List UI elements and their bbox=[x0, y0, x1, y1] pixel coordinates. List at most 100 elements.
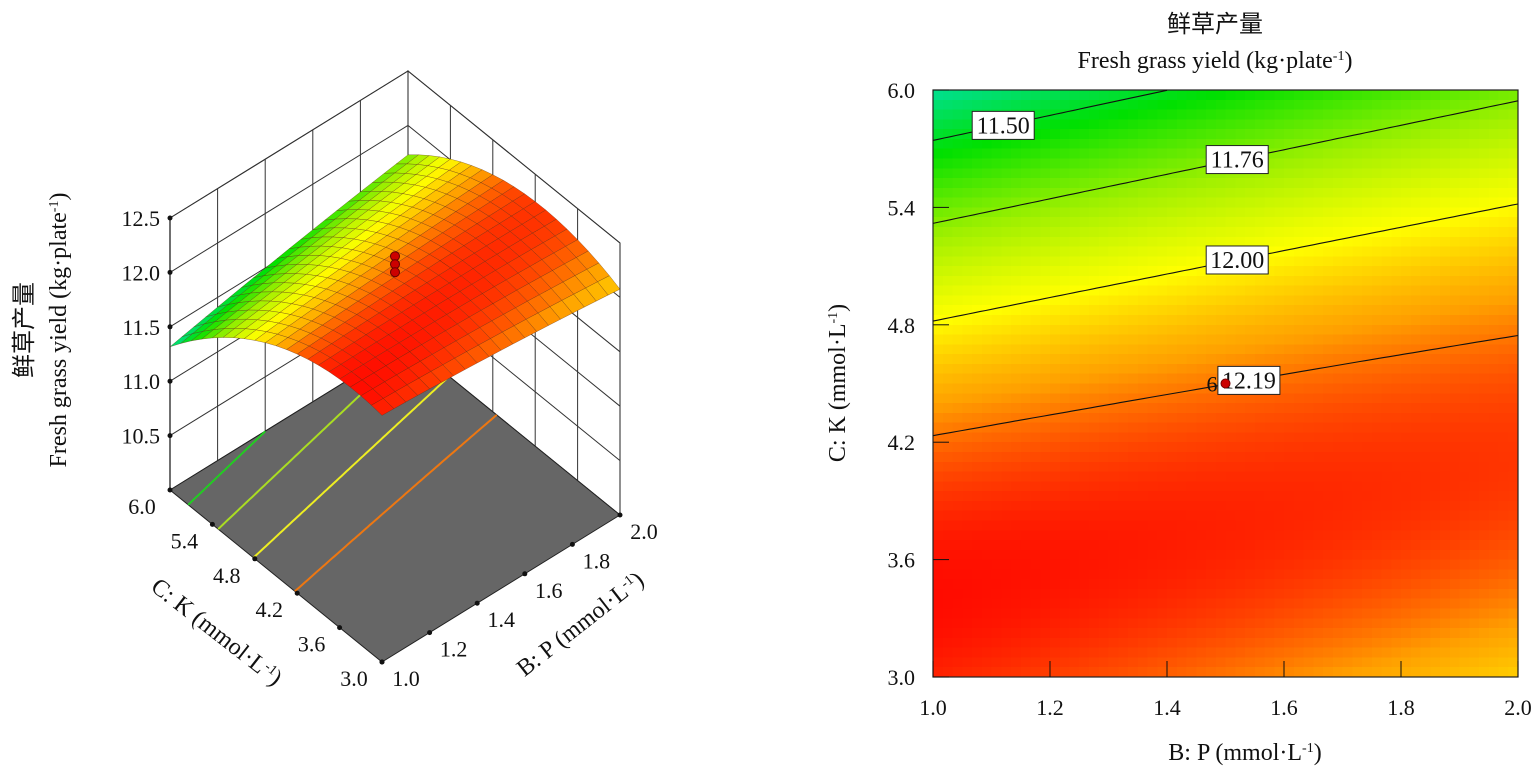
heat-cell bbox=[933, 530, 944, 541]
heat-cell bbox=[1215, 236, 1227, 248]
heat-cell bbox=[991, 637, 1002, 649]
heat-cell bbox=[933, 598, 944, 610]
heat-cell bbox=[1128, 197, 1139, 208]
heat-cell bbox=[1196, 305, 1207, 316]
heat-cell bbox=[1371, 285, 1383, 297]
heat-cell bbox=[1137, 99, 1149, 111]
heat-cell bbox=[972, 569, 983, 580]
heat-cell bbox=[991, 588, 1002, 600]
heat-cell bbox=[1391, 266, 1402, 277]
heat-cell bbox=[1215, 647, 1227, 659]
heat-cell bbox=[1303, 432, 1314, 443]
heat-cell bbox=[1469, 510, 1480, 522]
heat-cell bbox=[1030, 256, 1041, 267]
heat-cell bbox=[1137, 246, 1149, 257]
heat-cell bbox=[1459, 569, 1470, 580]
heat-cell bbox=[972, 403, 983, 414]
heat-cell bbox=[1050, 432, 1061, 443]
heat-cell bbox=[1157, 471, 1168, 482]
heat-cell bbox=[1391, 217, 1402, 228]
heat-cell bbox=[1147, 559, 1158, 570]
heat-cell bbox=[1381, 363, 1392, 375]
heat-cell bbox=[1508, 373, 1519, 385]
heat-cell bbox=[1342, 168, 1353, 179]
heat-cell bbox=[1469, 491, 1480, 502]
heat-cell bbox=[1059, 530, 1071, 541]
heat-cell bbox=[1371, 295, 1383, 306]
heat-cell bbox=[1069, 422, 1080, 434]
heat-cell bbox=[1352, 540, 1363, 551]
heat-cell bbox=[1108, 295, 1119, 306]
heat-cell bbox=[1381, 451, 1392, 463]
heat-cell bbox=[1401, 432, 1412, 443]
heat-cell bbox=[1430, 432, 1441, 443]
heat-cell bbox=[1342, 422, 1353, 434]
heat-cell bbox=[1206, 344, 1217, 355]
heat-cell bbox=[1206, 315, 1217, 326]
heat-cell bbox=[1430, 500, 1441, 512]
heat-cell bbox=[1508, 393, 1519, 404]
heat-cell bbox=[1352, 657, 1363, 668]
heat-cell bbox=[1440, 598, 1451, 610]
heat-cell bbox=[1293, 275, 1305, 287]
heat-cell bbox=[1030, 246, 1041, 257]
heat-cell bbox=[1449, 481, 1461, 492]
heat-cell bbox=[1108, 569, 1119, 580]
heat-cell bbox=[1371, 266, 1383, 277]
heat-cell bbox=[1313, 129, 1324, 140]
heat-cell bbox=[1128, 354, 1139, 365]
heat-cell bbox=[1254, 637, 1266, 649]
heat-cell bbox=[1215, 285, 1227, 297]
heat-cell bbox=[1176, 119, 1188, 130]
heat-cell bbox=[1479, 275, 1490, 287]
heat-cell bbox=[1459, 647, 1470, 659]
x-tick-label: 1.4 bbox=[1153, 695, 1181, 720]
heat-cell bbox=[1167, 129, 1178, 140]
heat-cell bbox=[1430, 168, 1441, 179]
heat-cell bbox=[1254, 236, 1266, 248]
heat-cell bbox=[1352, 412, 1363, 424]
heat-cell bbox=[1069, 226, 1080, 238]
heat-cell bbox=[1089, 451, 1100, 463]
heat-cell bbox=[1254, 598, 1266, 610]
heat-cell bbox=[1157, 266, 1168, 277]
heat-cell bbox=[1469, 138, 1480, 150]
heat-cell bbox=[1225, 295, 1236, 306]
heat-cell bbox=[1488, 90, 1500, 101]
heat-cell bbox=[991, 491, 1002, 502]
heat-cell bbox=[1128, 628, 1139, 639]
heat-cell bbox=[1440, 344, 1451, 355]
heat-cell bbox=[1274, 559, 1285, 570]
heat-cell bbox=[1362, 119, 1373, 130]
heat-cell bbox=[1488, 559, 1500, 570]
heat-cell bbox=[942, 383, 954, 394]
heat-cell bbox=[1264, 168, 1275, 179]
heat-cell bbox=[1020, 442, 1032, 453]
heat-cell bbox=[1069, 647, 1080, 659]
heat-cell bbox=[1479, 285, 1490, 297]
heat-cell bbox=[1254, 618, 1266, 629]
heat-cell bbox=[1001, 99, 1012, 111]
heat-cell bbox=[1274, 99, 1285, 111]
heat-cell bbox=[1323, 491, 1334, 502]
heat-cell bbox=[952, 637, 963, 649]
heat-cell bbox=[1332, 657, 1344, 668]
heat-cell bbox=[1167, 500, 1178, 512]
heat-cell bbox=[933, 354, 944, 365]
heat-cell bbox=[1469, 559, 1480, 570]
heat-cell bbox=[952, 197, 963, 208]
heat-cell bbox=[1342, 598, 1353, 610]
heat-cell bbox=[1137, 471, 1149, 482]
heat-cell bbox=[1157, 285, 1168, 297]
heat-cell bbox=[1293, 90, 1305, 101]
heat-cell bbox=[1196, 90, 1207, 101]
heat-cell bbox=[1440, 373, 1451, 385]
heat-cell bbox=[981, 461, 993, 473]
heat-cell bbox=[1508, 559, 1519, 570]
heat-cell bbox=[1176, 491, 1188, 502]
heat-cell bbox=[1157, 383, 1168, 394]
heat-cell bbox=[991, 275, 1002, 287]
heat-cell bbox=[1137, 295, 1149, 306]
heat-cell bbox=[1479, 481, 1490, 492]
heat-cell bbox=[952, 324, 963, 336]
